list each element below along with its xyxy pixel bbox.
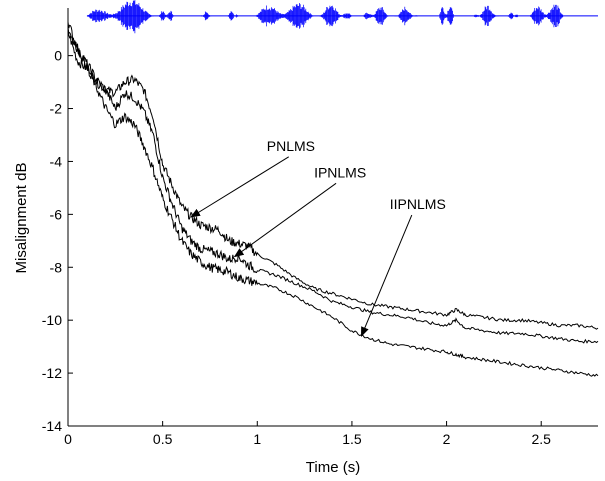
annotation-label: IIPNLMS (390, 196, 446, 212)
y-tick-label: -2 (50, 101, 63, 117)
waveform-burst (507, 12, 519, 20)
waveform-burst (227, 11, 239, 21)
x-tick-label: 1.5 (342, 431, 362, 447)
waveform-burst (363, 7, 391, 25)
y-tick-label: -8 (50, 259, 63, 275)
waveform-burst (87, 0, 156, 34)
speech-waveform (86, 0, 598, 34)
y-axis-title: Misalignment dB (13, 163, 30, 274)
x-tick-label: 0.5 (153, 431, 173, 447)
x-tick-label: 1 (253, 431, 261, 447)
waveform-burst (439, 7, 454, 25)
waveform-burst (159, 10, 174, 21)
series-line-iipnlms (67, 27, 599, 377)
ticks: 0 0.5 1 1.5 2 2.5 0 -2 -4 -6 -8 -10 -12 -14 (42, 48, 551, 447)
waveform-burst (530, 4, 564, 28)
annotations: PNLMS IPNLMS IIPNLMS (190, 138, 446, 337)
x-tick-label: 0 (64, 431, 72, 447)
series-lines (67, 21, 599, 377)
x-tick-label: 2 (443, 431, 451, 447)
x-tick-label: 2.5 (531, 431, 551, 447)
waveform-burst (200, 11, 213, 21)
annotation-arrow (190, 156, 290, 218)
axes (67, 8, 598, 427)
y-tick-label: 0 (54, 48, 62, 64)
annotation-arrow (360, 214, 413, 337)
waveform-burst (394, 6, 418, 26)
waveform-burst (255, 3, 315, 29)
y-tick-label: -6 (50, 206, 63, 222)
waveform-burst (318, 5, 352, 27)
y-tick-label: -4 (50, 153, 63, 169)
annotation-label: PNLMS (267, 138, 315, 154)
series-line-ipnlms (67, 21, 599, 344)
annotation-label: IPNLMS (314, 164, 366, 180)
x-axis-title: Time (s) (306, 459, 360, 476)
waveform-burst (473, 5, 500, 26)
y-tick-label: -10 (42, 312, 62, 328)
y-tick-label: -12 (42, 365, 62, 381)
y-tick-label: -14 (42, 418, 62, 434)
annotation-arrow (233, 182, 337, 258)
series-line-pnlms (67, 28, 599, 330)
